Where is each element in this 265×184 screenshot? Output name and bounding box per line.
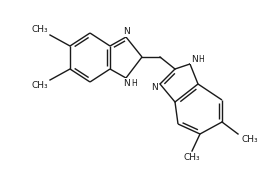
- Text: N: N: [191, 54, 197, 63]
- Text: CH₃: CH₃: [184, 153, 200, 162]
- Text: H: H: [131, 79, 137, 88]
- Text: N: N: [124, 27, 130, 36]
- Text: CH₃: CH₃: [31, 81, 48, 89]
- Text: N: N: [124, 79, 130, 88]
- Text: H: H: [198, 54, 204, 63]
- Text: N: N: [152, 84, 158, 93]
- Text: CH₃: CH₃: [31, 26, 48, 35]
- Text: CH₃: CH₃: [241, 135, 258, 144]
